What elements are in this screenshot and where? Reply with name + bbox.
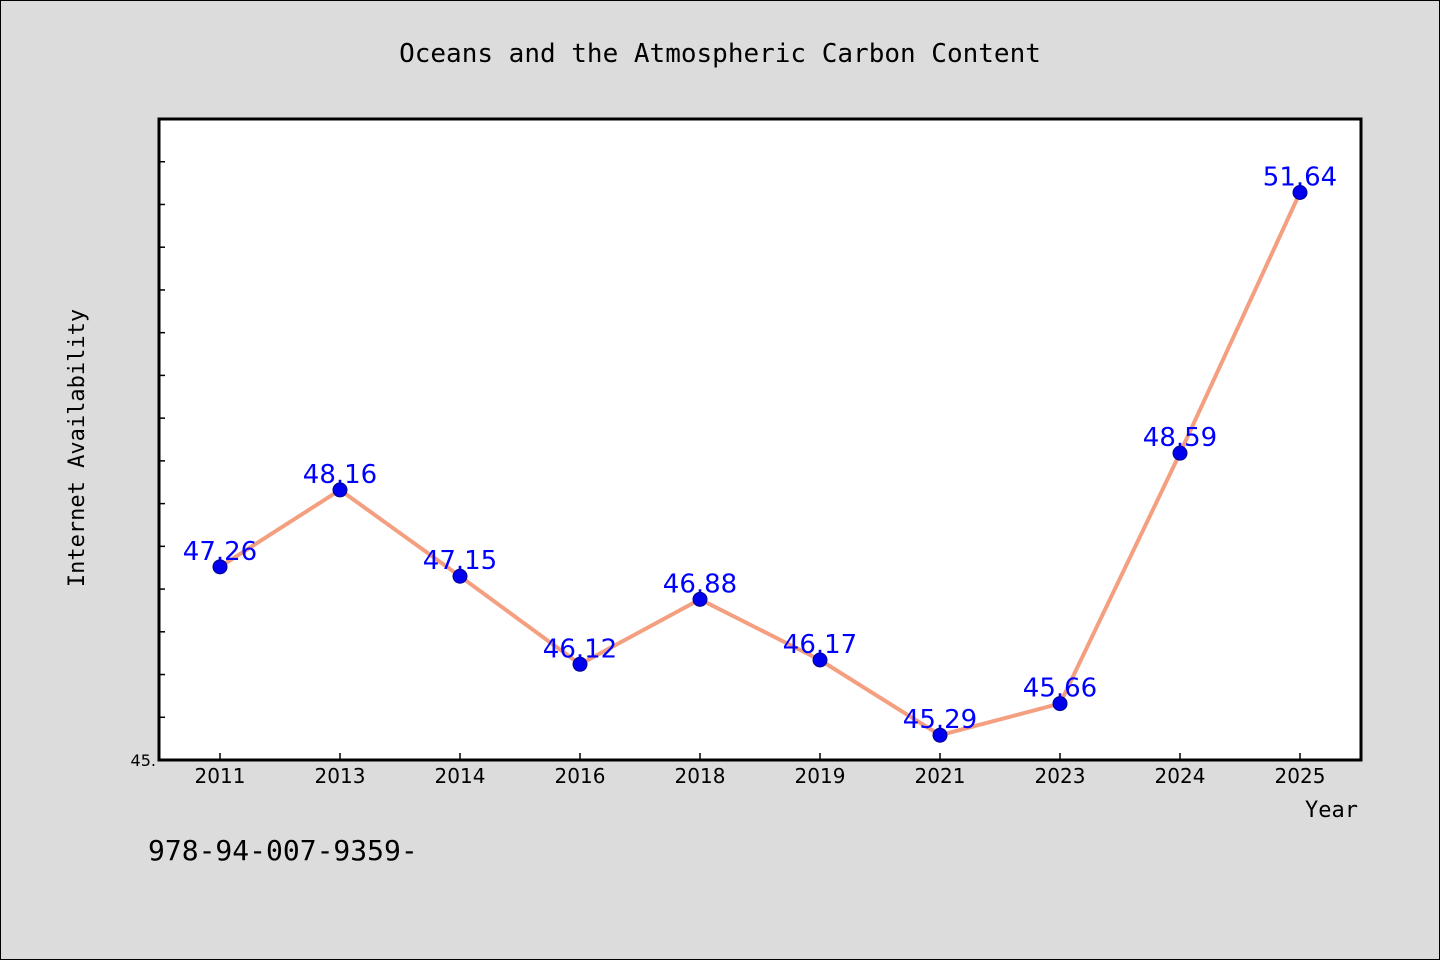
- x-tick-label: 2025: [1275, 764, 1326, 788]
- data-label: 51.64: [1263, 163, 1337, 193]
- x-tick-label: 2023: [1035, 764, 1086, 788]
- series-line: [218, 191, 1302, 738]
- x-tick-label: 2014: [435, 764, 486, 788]
- data-point-marker: [1052, 696, 1068, 712]
- data-point-marker: [452, 568, 468, 584]
- series-markers: [212, 185, 1308, 743]
- data-point-marker: [932, 727, 948, 743]
- x-tick-label: 2011: [195, 764, 246, 788]
- chart-title: Oceans and the Atmospheric Carbon Conten…: [399, 39, 1041, 69]
- data-label: 45.66: [1023, 674, 1097, 704]
- plot-area: [157, 117, 1363, 762]
- y-axis-label: Internet Availability: [65, 309, 90, 587]
- y-axis-ticks: [159, 160, 165, 719]
- data-label: 48.59: [1143, 423, 1217, 453]
- y-tick-label: 45.: [131, 751, 156, 770]
- data-label: 47.26: [183, 537, 257, 567]
- data-point-marker: [692, 591, 708, 607]
- x-tick-label: 2018: [675, 764, 726, 788]
- footnote-isbn: 978-94-007-9359-: [148, 834, 418, 867]
- data-point-marker: [1172, 445, 1188, 461]
- data-point-marker: [812, 652, 828, 668]
- data-point-marker: [332, 482, 348, 498]
- data-label: 45.29: [903, 705, 977, 735]
- data-label: 46.17: [783, 630, 857, 660]
- data-label: 47.15: [423, 546, 497, 576]
- data-label: 48.16: [303, 460, 377, 490]
- data-label: 46.88: [663, 569, 737, 599]
- x-tick-label: 2019: [795, 764, 846, 788]
- x-tick-label: 2024: [1155, 764, 1206, 788]
- x-tick-label: 2021: [915, 764, 966, 788]
- x-tick-label: 2016: [555, 764, 606, 788]
- x-axis-label: Year: [1305, 798, 1358, 823]
- data-point-marker: [1292, 185, 1308, 201]
- x-axis-ticks: [219, 753, 1301, 760]
- x-tick-label: 2013: [315, 764, 366, 788]
- data-labels: 47.26 48.16 47.15 46.12 46.88 46.17 45.29 45.66…: [183, 163, 1337, 736]
- data-point-marker: [572, 656, 588, 672]
- series-line-group: [218, 191, 1302, 738]
- x-axis-tick-labels: 2011 2013 2014 2016 2018 2019 2021 2023 2024 2025: [195, 764, 1326, 788]
- data-point-marker: [212, 559, 228, 575]
- data-label: 46.12: [543, 634, 617, 664]
